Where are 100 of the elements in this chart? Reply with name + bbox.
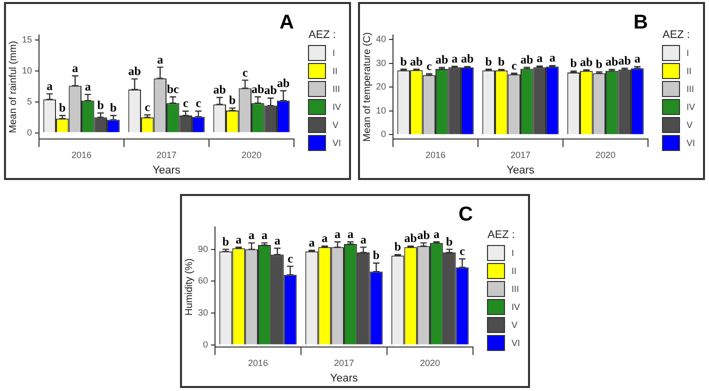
legend-label: I [686,48,689,58]
data-label: ab [252,82,265,96]
data-label: ab [128,64,142,78]
data-label: a [72,60,78,75]
chart-title: C [458,204,473,226]
data-label: a [274,233,280,248]
data-label: c [460,244,466,258]
y-tick-label: 90 [198,244,208,254]
data-label: b [485,54,492,68]
data-label: bc [166,82,180,96]
y-axis-title: Mean of temperature (C) [362,32,373,142]
legend-title: AEZ : [487,229,516,241]
legend-label: III [332,84,340,94]
x-tick-label: 2016 [425,150,446,160]
y-axis-title: Humidity (%) [184,258,195,316]
legend-title: AEZ : [662,29,691,41]
data-label: a [452,51,458,66]
data-label: a [308,235,315,250]
y-tick-label: 60 [198,276,208,286]
legend-label: IV [332,102,341,112]
legend-label: VI [686,138,695,148]
data-label: b [400,54,408,68]
y-tick-label: 15 [22,34,32,44]
data-label: c [511,58,518,72]
data-label: a [334,226,341,241]
data-label: b [570,56,578,70]
data-label: a [360,232,366,246]
data-label: a [236,232,242,246]
legend-label: VI [332,138,341,148]
data-label: ab [461,52,474,66]
legend-label: VI [511,338,520,348]
data-label: a [433,226,440,241]
data-label: ab [264,83,278,98]
data-label: ab [213,82,226,97]
x-tick-label: 2020 [595,150,616,160]
data-label: ab [520,52,534,66]
data-label: a [84,80,91,94]
x-axis-title: Years [506,164,535,176]
data-label: ab [277,76,290,90]
data-label: c [196,96,202,110]
data-label: b [59,100,66,115]
x-tick-label: 2016 [71,150,92,160]
data-label: c [426,58,432,73]
data-label: ab [606,54,619,69]
legend-label: V [332,120,338,130]
data-label: c [144,100,151,114]
data-label: a [634,52,640,66]
data-label: b [97,98,104,112]
data-label: a [46,78,53,93]
data-label: a [549,50,556,65]
legend-label: IV [511,302,520,312]
x-tick-label: 2016 [248,358,268,368]
legend-label: IV [686,102,695,112]
x-tick-label: 2017 [510,150,531,160]
legend-label: I [332,48,335,58]
y-tick-label: 40 [376,34,386,44]
y-tick-label: 20 [376,82,386,92]
data-label: ab [436,52,449,67]
data-label: b [446,234,454,248]
y-axis-title: Mean of rainful (mm) [8,40,19,134]
data-label: b [222,234,230,248]
legend-label: I [511,248,514,258]
y-tick-label: 30 [376,58,386,68]
data-label: a [261,228,268,242]
y-tick-label: 10 [376,105,386,116]
y-tick-label: 30 [198,308,208,318]
data-label: a [536,51,543,66]
data-label: b [596,56,603,71]
y-tick-label: 5 [26,96,32,106]
data-label: c [182,96,189,110]
data-label: ab [404,231,418,246]
y-tick-label: 0 [380,129,386,140]
legend-label: II [332,66,338,76]
chart-title: B [634,12,648,34]
data-label: b [498,54,506,69]
data-label: b [394,240,402,254]
legend-title: AEZ : [308,29,337,41]
x-axis-title: Years [330,372,358,384]
y-tick-label: 0 [202,339,208,350]
data-label: ab [417,228,430,242]
x-tick-label: 2017 [334,358,354,368]
data-label: ab [580,55,594,69]
data-label: b [229,93,236,108]
x-axis-title: Years [152,164,181,176]
legend-label: II [686,66,692,76]
data-label: ab [410,54,424,68]
data-label: c [242,65,248,80]
legend-label: II [511,266,516,276]
data-label: a [248,228,255,242]
legend-label: V [511,320,518,330]
legend-label: III [511,284,519,294]
x-tick-label: 2020 [420,358,440,368]
chart-title: A [280,12,294,34]
legend-label: V [686,120,692,130]
x-tick-label: 2017 [156,150,177,160]
data-label: c [288,251,294,266]
x-tick-label: 2020 [241,150,262,160]
data-label: a [157,52,164,66]
legend-label: III [686,84,694,94]
data-label: a [322,231,328,246]
